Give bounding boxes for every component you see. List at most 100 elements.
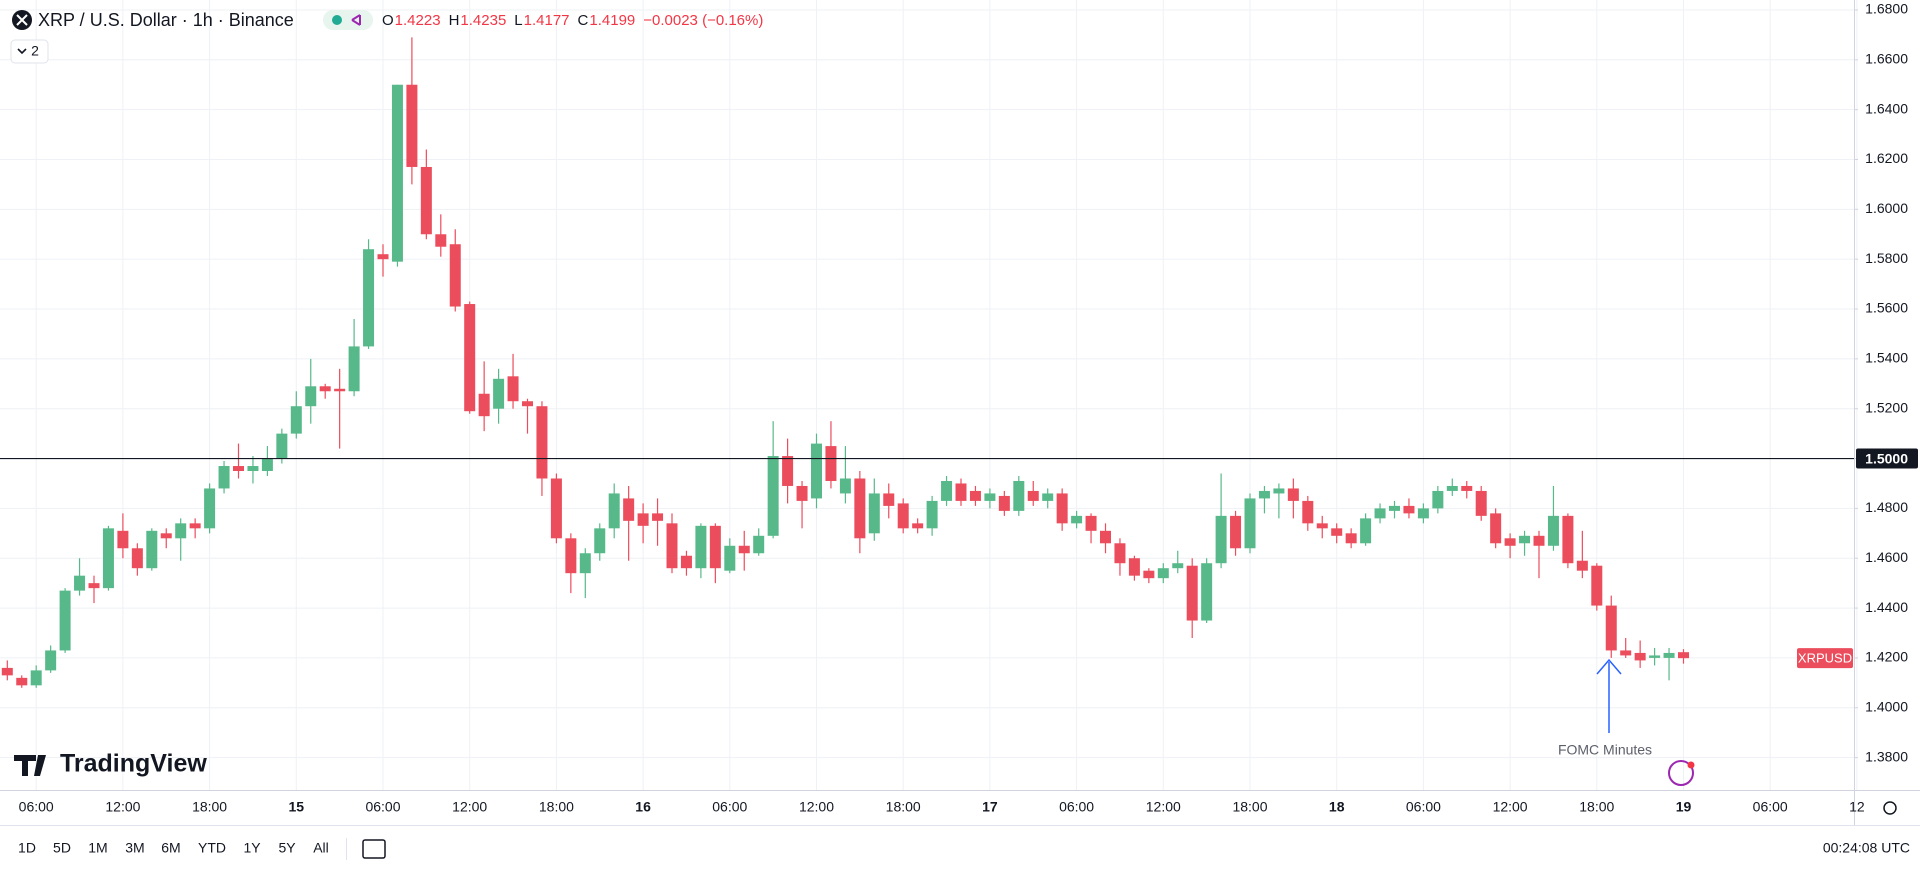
candle-body bbox=[1417, 508, 1429, 519]
candle-body bbox=[493, 378, 505, 409]
candle-body bbox=[1114, 543, 1126, 564]
x-tick-label: 12:00 bbox=[1493, 799, 1528, 815]
candle-body bbox=[391, 84, 403, 262]
ohlc-value: 1.4177 bbox=[524, 12, 570, 29]
candle-body bbox=[652, 513, 664, 521]
last-price-badge bbox=[1797, 648, 1853, 669]
candle-body bbox=[782, 456, 794, 486]
candle-body bbox=[883, 493, 895, 506]
range-button[interactable]: 1M bbox=[88, 840, 107, 856]
candle-body bbox=[420, 166, 432, 235]
candle-body bbox=[1273, 488, 1285, 494]
x-tick-label: 16 bbox=[635, 799, 651, 815]
candle-body bbox=[1605, 605, 1617, 651]
ohlc-value: 1.4235 bbox=[460, 12, 506, 29]
candle-body bbox=[1331, 528, 1343, 536]
candle-body bbox=[753, 535, 765, 554]
candle-body bbox=[912, 523, 924, 529]
x-tick-label: 06:00 bbox=[1406, 799, 1441, 815]
settings-icon[interactable] bbox=[1883, 801, 1897, 815]
y-tick-label: 1.6600 bbox=[1865, 51, 1908, 67]
candle-body bbox=[1230, 515, 1242, 549]
symbol-title[interactable]: XRP / U.S. Dollar · 1h · Binance bbox=[38, 10, 294, 30]
candle-body bbox=[1576, 560, 1588, 571]
candle-body bbox=[1446, 485, 1458, 491]
candle-body bbox=[1634, 652, 1646, 661]
candle-body bbox=[1504, 538, 1516, 546]
candle-body bbox=[478, 393, 490, 417]
y-tick-label: 1.5600 bbox=[1865, 300, 1908, 316]
x-tick-label: 06:00 bbox=[1753, 799, 1788, 815]
range-button[interactable]: 6M bbox=[161, 840, 180, 856]
candle-body bbox=[1490, 513, 1502, 544]
candle-body bbox=[74, 575, 86, 591]
range-button[interactable]: All bbox=[313, 840, 329, 856]
candle-body bbox=[1, 667, 13, 676]
y-tick-label: 1.6800 bbox=[1865, 1, 1908, 17]
annotation-arrowhead bbox=[1596, 658, 1622, 675]
range-button[interactable]: 5Y bbox=[278, 840, 296, 856]
candle-body bbox=[868, 493, 880, 534]
y-tick-label: 1.5800 bbox=[1865, 250, 1908, 266]
candle-body bbox=[536, 406, 548, 479]
candle-body bbox=[1100, 530, 1111, 544]
range-button[interactable]: 1D bbox=[18, 840, 36, 856]
range-button[interactable]: 3M bbox=[125, 840, 144, 856]
candle-body bbox=[897, 503, 909, 529]
ohlc-key: H bbox=[449, 12, 460, 29]
candle-body bbox=[1157, 568, 1169, 579]
candle-body bbox=[680, 555, 692, 569]
candle-body bbox=[811, 443, 822, 499]
x-tick-label: 06:00 bbox=[365, 799, 400, 815]
candle-body bbox=[1302, 500, 1314, 524]
assistant-icon[interactable] bbox=[1668, 760, 1694, 786]
status-badge[interactable] bbox=[323, 10, 373, 30]
range-button[interactable]: 1Y bbox=[243, 840, 261, 856]
candle-body bbox=[1547, 515, 1559, 546]
x-tick-label: 15 bbox=[289, 799, 305, 815]
candle-body bbox=[348, 346, 360, 392]
candle-body bbox=[1519, 535, 1531, 544]
candle-body bbox=[1403, 505, 1415, 514]
candle-body bbox=[261, 458, 273, 472]
x-tick-label: 17 bbox=[982, 799, 998, 815]
x-tick-label: 18:00 bbox=[192, 799, 227, 815]
y-tick-label: 1.6400 bbox=[1865, 100, 1908, 116]
x-tick-label: 18:00 bbox=[1232, 799, 1267, 815]
candle-body bbox=[796, 485, 808, 501]
indicators-toggle[interactable] bbox=[10, 39, 49, 64]
candle-body bbox=[608, 493, 620, 529]
candle-body bbox=[623, 498, 635, 521]
y-tick-label: 1.6000 bbox=[1865, 200, 1908, 216]
candle-body bbox=[1042, 493, 1054, 501]
x-tick-label: 18:00 bbox=[539, 799, 574, 815]
ohlc-legend: O 1.4223 H 1.4235 L 1.4177 C 1.4199 −0.0023 (−0.… bbox=[382, 12, 763, 29]
candle-body bbox=[1143, 570, 1155, 579]
candle-body bbox=[1287, 488, 1299, 501]
candle-body bbox=[1620, 650, 1632, 656]
range-button[interactable]: YTD bbox=[198, 840, 226, 856]
candle-body bbox=[1128, 558, 1140, 576]
candle-body bbox=[507, 376, 519, 402]
candle-body bbox=[1071, 515, 1083, 524]
candle-body bbox=[131, 548, 143, 569]
candle-body bbox=[854, 478, 866, 539]
candle-body bbox=[1533, 535, 1545, 546]
candle-body bbox=[88, 583, 100, 589]
candle-body bbox=[666, 523, 678, 569]
candle-body bbox=[522, 401, 533, 407]
candle-body bbox=[305, 386, 317, 407]
range-button[interactable]: 5D bbox=[53, 840, 71, 856]
y-tick-label: 1.4000 bbox=[1865, 698, 1908, 714]
candle-body bbox=[1085, 515, 1097, 531]
candle-body bbox=[1201, 563, 1213, 621]
x-tick-label: 12:00 bbox=[105, 799, 140, 815]
date-range-icon[interactable] bbox=[362, 839, 386, 859]
ohlc-value: 1.4199 bbox=[589, 12, 635, 29]
candle-body bbox=[1591, 565, 1603, 606]
candle-body bbox=[1663, 652, 1675, 658]
candle-body bbox=[45, 650, 57, 671]
candle-body bbox=[233, 466, 244, 472]
x-tick-label: 06:00 bbox=[712, 799, 747, 815]
